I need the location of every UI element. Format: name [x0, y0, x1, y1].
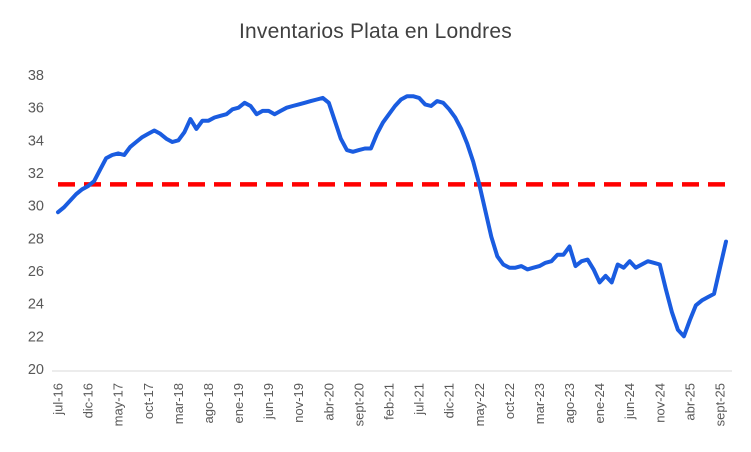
y-axis-labels: 20 22 24 26 28 30 32 34 36 38 — [28, 68, 44, 378]
x-tick-label: jul-21 — [412, 383, 427, 416]
y-tick-label: 30 — [28, 199, 44, 215]
y-tick-label: 38 — [28, 68, 44, 84]
x-tick-label: dic-16 — [81, 383, 96, 418]
chart-title: Inventarios Plata en Londres — [239, 20, 512, 43]
x-tick-label: abr-20 — [321, 383, 336, 421]
x-tick-label: jul-16 — [51, 383, 66, 416]
x-tick-label: may-17 — [111, 383, 126, 426]
y-tick-label: 36 — [28, 101, 44, 117]
x-tick-label: mar-18 — [171, 383, 186, 424]
y-tick-label: 20 — [28, 362, 44, 378]
x-tick-label: ene-24 — [592, 383, 607, 423]
x-tick-label: jun-24 — [622, 383, 637, 420]
y-tick-label: 26 — [28, 264, 44, 280]
series-line — [56, 94, 728, 339]
y-tick-label: 24 — [28, 297, 44, 313]
x-tick-label: ago-23 — [562, 383, 577, 423]
x-tick-label: nov-24 — [652, 383, 667, 423]
y-tick-label: 34 — [28, 133, 44, 149]
x-tick-label: sept-20 — [351, 383, 366, 426]
x-tick-label: mar-23 — [532, 383, 547, 424]
x-tick-label: nov-19 — [291, 383, 306, 423]
x-tick-label: oct-22 — [502, 383, 517, 419]
x-tick-label: sept-25 — [712, 383, 727, 426]
y-tick-label: 32 — [28, 166, 44, 182]
x-tick-label: abr-25 — [682, 383, 697, 421]
x-tick-label: may-22 — [472, 383, 487, 426]
x-tick-label: oct-17 — [141, 383, 156, 419]
x-tick-label: jun-19 — [261, 383, 276, 420]
y-tick-label: 22 — [28, 329, 44, 345]
x-tick-label: feb-21 — [381, 383, 396, 420]
x-axis-labels: jul-16 dic-16 may-17 oct-17 mar-18 ago-18 ene-… — [51, 383, 728, 426]
x-tick-label: ago-18 — [201, 383, 216, 423]
x-tick-label: ene-19 — [231, 383, 246, 423]
y-tick-label: 28 — [28, 231, 44, 247]
x-tick-label: dic-21 — [442, 383, 457, 418]
